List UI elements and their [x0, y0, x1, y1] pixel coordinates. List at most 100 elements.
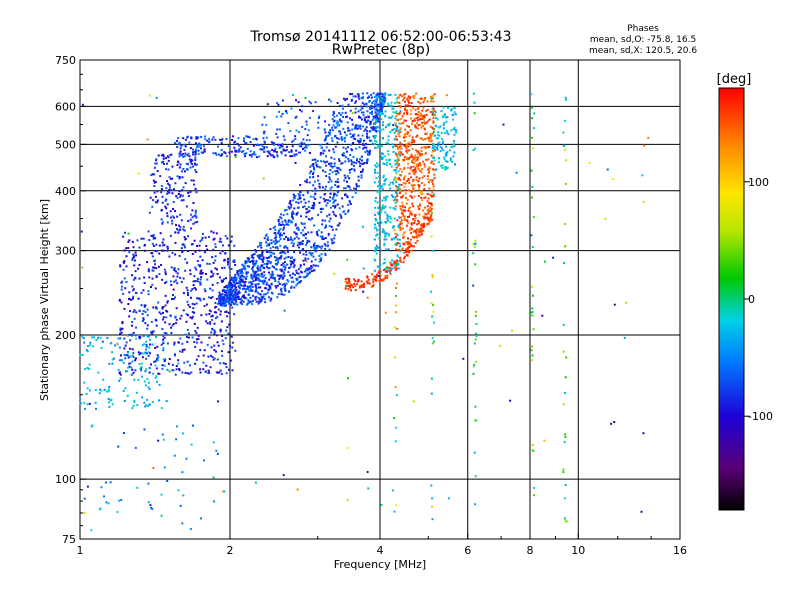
- data-point: [290, 221, 293, 224]
- data-point: [122, 361, 125, 364]
- data-point: [429, 215, 432, 218]
- data-point: [380, 100, 383, 103]
- data-point: [321, 186, 324, 189]
- data-point: [396, 160, 399, 163]
- data-point: [343, 154, 346, 157]
- data-point: [171, 324, 174, 327]
- data-point: [295, 227, 298, 230]
- data-point: [380, 503, 383, 506]
- data-point: [227, 263, 229, 266]
- data-point: [420, 182, 423, 184]
- data-point: [98, 388, 101, 391]
- data-point: [162, 318, 165, 321]
- data-point: [308, 267, 311, 270]
- data-point: [280, 270, 283, 273]
- data-point: [243, 287, 246, 290]
- data-point: [171, 298, 173, 301]
- data-point: [387, 248, 390, 251]
- data-point: [374, 129, 377, 132]
- data-point: [154, 263, 156, 266]
- data-point: [418, 213, 421, 216]
- data-point: [149, 196, 152, 199]
- data-point: [647, 136, 650, 139]
- data-point: [386, 277, 389, 280]
- data-point: [330, 137, 333, 140]
- data-point: [214, 331, 217, 333]
- data-point: [318, 115, 321, 118]
- data-point: [123, 400, 126, 402]
- data-point: [209, 321, 212, 324]
- data-point: [299, 243, 302, 246]
- data-point: [381, 231, 384, 233]
- data-point: [181, 342, 184, 345]
- data-point: [397, 158, 400, 160]
- data-point: [244, 155, 247, 158]
- data-point: [175, 425, 178, 428]
- data-point: [305, 146, 308, 149]
- data-point: [125, 370, 128, 373]
- data-point: [134, 270, 137, 273]
- data-point: [294, 138, 297, 140]
- data-point: [433, 173, 436, 176]
- data-point: [294, 273, 296, 276]
- data-point: [444, 116, 447, 119]
- data-point: [171, 215, 174, 218]
- x-tick-label: 1: [77, 544, 84, 557]
- data-point: [208, 336, 211, 339]
- data-point: [323, 193, 326, 195]
- data-point: [337, 181, 340, 184]
- data-point: [401, 115, 404, 118]
- data-point: [452, 142, 455, 145]
- data-point: [409, 195, 412, 198]
- data-point: [397, 186, 400, 189]
- data-point: [151, 269, 154, 272]
- data-point: [371, 119, 374, 122]
- data-point: [412, 187, 415, 190]
- data-point: [86, 387, 89, 390]
- data-point: [246, 257, 249, 260]
- data-point: [285, 235, 287, 238]
- data-point: [89, 344, 92, 347]
- data-point: [394, 287, 397, 289]
- data-point: [509, 399, 512, 402]
- data-point: [412, 218, 415, 221]
- data-point: [182, 225, 185, 228]
- data-point: [243, 284, 246, 287]
- data-point: [400, 151, 403, 154]
- data-point: [381, 184, 383, 187]
- data-point: [412, 165, 415, 168]
- data-point: [422, 101, 425, 104]
- data-point: [388, 162, 391, 165]
- data-point: [297, 226, 300, 229]
- data-point: [372, 278, 375, 281]
- data-point: [94, 401, 97, 404]
- data-point: [420, 150, 423, 152]
- data-point: [410, 213, 413, 216]
- data-point: [562, 323, 565, 326]
- data-point: [396, 186, 399, 189]
- data-point: [193, 341, 196, 343]
- data-point: [147, 351, 150, 354]
- data-point: [300, 241, 303, 244]
- data-point: [124, 231, 127, 234]
- data-point: [199, 283, 202, 286]
- data-point: [130, 373, 133, 376]
- data-point: [473, 101, 476, 104]
- data-point: [433, 114, 436, 117]
- data-point: [383, 244, 386, 247]
- data-point: [218, 240, 221, 243]
- data-point: [162, 163, 165, 165]
- data-point: [86, 403, 89, 406]
- data-point: [181, 522, 184, 525]
- data-point: [246, 148, 249, 150]
- data-point: [366, 135, 368, 138]
- data-point: [200, 135, 203, 138]
- data-point: [289, 219, 292, 222]
- data-point: [185, 162, 188, 165]
- data-point: [371, 127, 374, 130]
- data-point: [362, 284, 365, 286]
- data-point: [224, 362, 227, 365]
- data-point: [185, 205, 188, 208]
- data-point: [295, 129, 298, 132]
- data-point: [413, 94, 416, 97]
